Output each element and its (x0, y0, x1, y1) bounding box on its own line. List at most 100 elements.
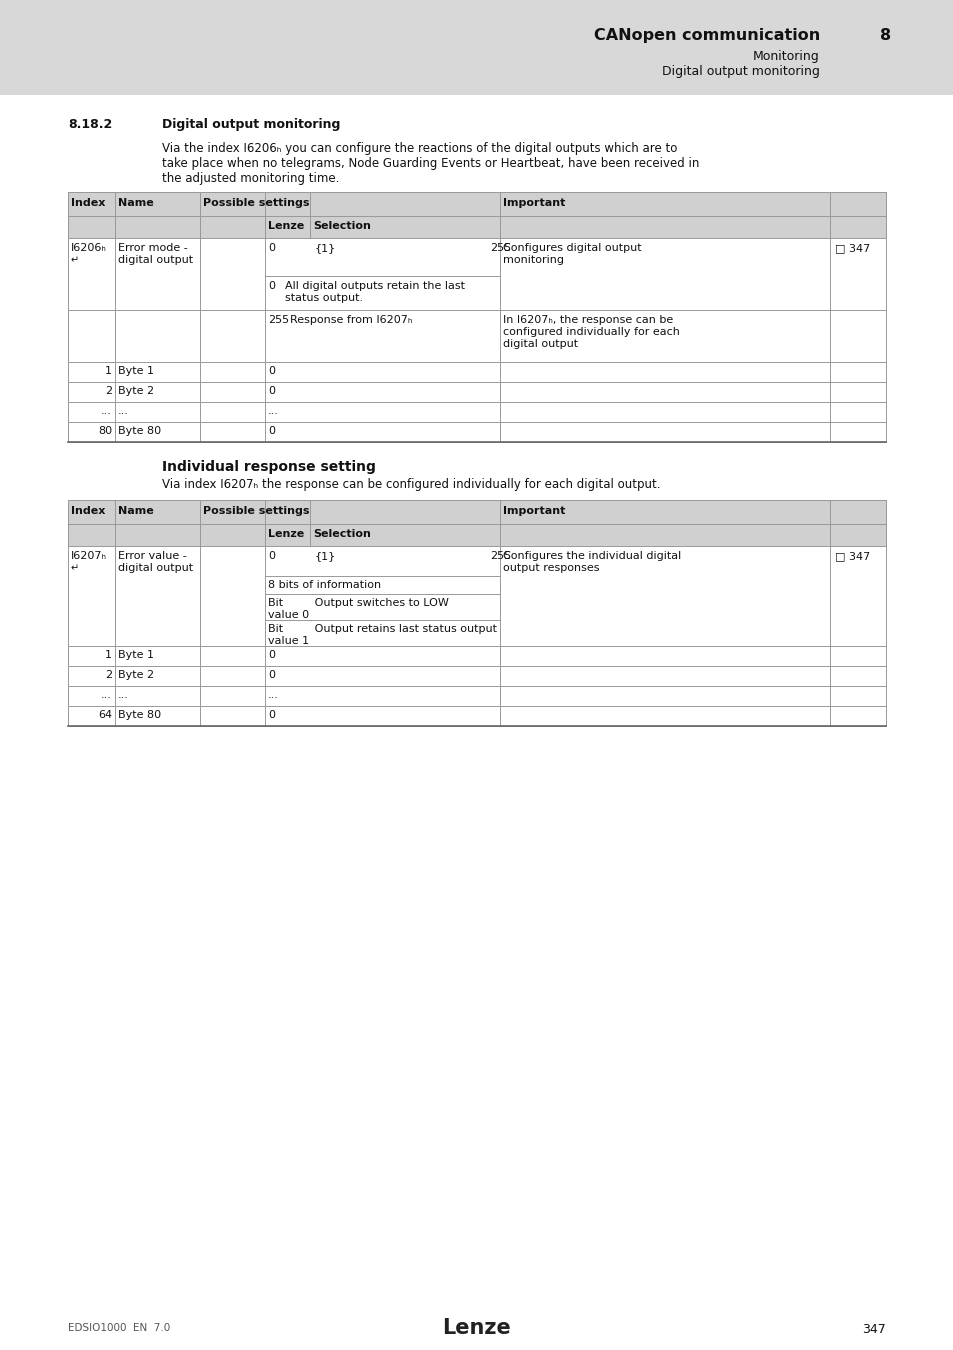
Text: Individual response setting: Individual response setting (162, 460, 375, 474)
Text: 0: 0 (268, 427, 274, 436)
Text: Digital output monitoring: Digital output monitoring (162, 117, 340, 131)
Text: ...: ... (101, 406, 112, 416)
Text: ↵: ↵ (71, 255, 79, 265)
Text: the adjusted monitoring time.: the adjusted monitoring time. (162, 171, 339, 185)
Text: 0: 0 (268, 366, 274, 377)
Text: In I6207ₕ, the response can be: In I6207ₕ, the response can be (502, 315, 673, 325)
Text: Monitoring: Monitoring (753, 50, 820, 63)
Text: 1: 1 (105, 649, 112, 660)
Text: 1: 1 (105, 366, 112, 377)
Bar (0, 0, 953, 95)
Text: 255: 255 (268, 315, 289, 325)
Text: Lenze: Lenze (268, 529, 304, 539)
Text: Possible settings: Possible settings (203, 198, 309, 208)
Text: ...: ... (101, 690, 112, 701)
Text: Byte 80: Byte 80 (118, 427, 161, 436)
Bar (68, 524, 885, 545)
Text: 2: 2 (105, 386, 112, 396)
Text: Byte 2: Byte 2 (118, 386, 154, 396)
Text: 2: 2 (105, 670, 112, 680)
Text: EDSIO1000  EN  7.0: EDSIO1000 EN 7.0 (68, 1323, 170, 1332)
Text: Bit         Output retains last status output: Bit Output retains last status output (268, 624, 497, 634)
Bar (265, 275, 499, 310)
Text: Important: Important (502, 506, 565, 516)
Text: Lenze: Lenze (442, 1318, 511, 1338)
Text: 0: 0 (268, 710, 274, 720)
Text: Response from I6207ₕ: Response from I6207ₕ (290, 315, 412, 325)
Bar (265, 576, 499, 594)
Text: 0: 0 (268, 551, 274, 562)
Text: I6206ₕ: I6206ₕ (71, 243, 107, 252)
Text: Lenze: Lenze (268, 221, 304, 231)
Text: {1}: {1} (314, 243, 335, 252)
Bar (68, 192, 885, 216)
Text: □ 347: □ 347 (834, 243, 869, 252)
Text: 255: 255 (490, 551, 511, 562)
Text: Index: Index (71, 198, 105, 208)
Text: Byte 80: Byte 80 (118, 710, 161, 720)
Text: 0: 0 (268, 386, 274, 396)
Bar (68, 362, 885, 382)
Text: Configures digital output: Configures digital output (502, 243, 641, 252)
Text: 8.18.2: 8.18.2 (68, 117, 112, 131)
Text: Via the index I6206ₕ you can configure the reactions of the digital outputs whic: Via the index I6206ₕ you can configure t… (162, 142, 677, 155)
Bar (68, 686, 885, 706)
Text: digital output: digital output (118, 255, 193, 265)
Text: monitoring: monitoring (502, 255, 563, 265)
Text: 0: 0 (268, 281, 274, 292)
Text: All digital outputs retain the last: All digital outputs retain the last (285, 281, 464, 292)
Text: 0: 0 (268, 243, 274, 252)
Text: Selection: Selection (313, 529, 371, 539)
Text: □ 347: □ 347 (834, 551, 869, 562)
Text: ...: ... (268, 690, 278, 701)
Text: 0: 0 (268, 649, 274, 660)
Bar (68, 647, 885, 666)
Bar (68, 216, 885, 238)
Bar (68, 423, 885, 441)
Bar (68, 666, 885, 686)
Bar (68, 500, 885, 524)
Text: Possible settings: Possible settings (203, 506, 309, 516)
Text: Error mode -: Error mode - (118, 243, 188, 252)
Text: Byte 1: Byte 1 (118, 649, 153, 660)
Text: output responses: output responses (502, 563, 598, 572)
Text: ...: ... (118, 690, 129, 701)
Text: status output.: status output. (285, 293, 363, 302)
Bar (265, 310, 499, 362)
Text: Via index I6207ₕ the response can be configured individually for each digital ou: Via index I6207ₕ the response can be con… (162, 478, 659, 491)
Bar (68, 238, 885, 275)
Text: Name: Name (118, 506, 153, 516)
Text: Configures the individual digital: Configures the individual digital (502, 551, 680, 562)
Text: Byte 1: Byte 1 (118, 366, 153, 377)
Text: digital output: digital output (118, 563, 193, 572)
Text: digital output: digital output (502, 339, 578, 350)
Bar (265, 594, 499, 620)
Bar (68, 706, 885, 726)
Text: Important: Important (502, 198, 565, 208)
Text: 80: 80 (98, 427, 112, 436)
Text: 0: 0 (268, 670, 274, 680)
Text: value 1: value 1 (268, 636, 309, 647)
Bar (265, 620, 499, 647)
Text: Digital output monitoring: Digital output monitoring (661, 65, 820, 78)
Text: value 0: value 0 (268, 610, 309, 620)
Text: Selection: Selection (313, 221, 371, 231)
Text: {1}: {1} (314, 551, 335, 562)
Text: Error value -: Error value - (118, 551, 187, 562)
Text: Name: Name (118, 198, 153, 208)
Text: ...: ... (268, 406, 278, 416)
Text: Index: Index (71, 506, 105, 516)
Text: 255: 255 (490, 243, 511, 252)
Text: Bit         Output switches to LOW: Bit Output switches to LOW (268, 598, 449, 608)
Text: 64: 64 (98, 710, 112, 720)
Text: 8: 8 (879, 28, 890, 43)
Text: ...: ... (118, 406, 129, 416)
Bar (68, 382, 885, 402)
Text: 347: 347 (862, 1323, 885, 1336)
Bar (0, 1310, 953, 1350)
Bar (68, 545, 885, 576)
Text: CANopen communication: CANopen communication (593, 28, 820, 43)
Bar (499, 310, 829, 362)
Text: take place when no telegrams, Node Guarding Events or Heartbeat, have been recei: take place when no telegrams, Node Guard… (162, 157, 699, 170)
Text: 8 bits of information: 8 bits of information (268, 580, 381, 590)
